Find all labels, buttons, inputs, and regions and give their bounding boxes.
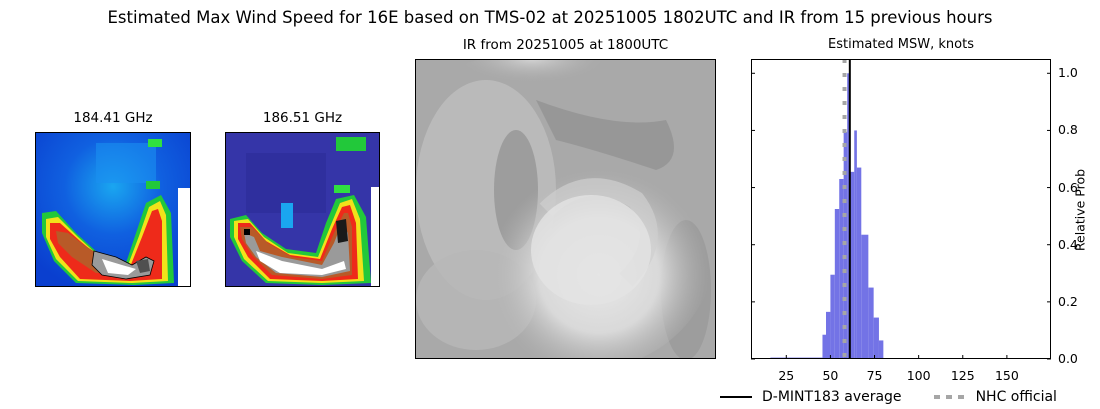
microwave-image-184-icon <box>36 133 190 286</box>
x-tick-label: 100 <box>906 368 931 383</box>
legend-solid-line-icon <box>720 396 752 398</box>
plot-background <box>751 59 1051 359</box>
ir-title: IR from 20251005 at 1800UTC <box>462 37 669 53</box>
y-tick-label: 0.8 <box>1058 122 1078 138</box>
histogram-title: Estimated MSW, knots <box>828 37 974 52</box>
mw1-title: 184.41 GHz <box>73 110 153 126</box>
histogram-bar <box>839 179 844 359</box>
figure-title: Estimated Max Wind Speed for 16E based o… <box>107 8 993 27</box>
legend-dotted-line-icon <box>933 395 966 399</box>
legend: D-MINT183 average NHC official <box>720 387 1057 407</box>
y-axis-label: Relative Prob <box>1072 168 1088 252</box>
plot-frame <box>751 59 1051 359</box>
histogram-bar <box>834 209 840 359</box>
x-tick-label: 25 <box>778 368 795 383</box>
y-tick-label: 0.0 <box>1058 351 1078 366</box>
histogram-bar <box>873 317 879 359</box>
histogram-bar <box>849 171 855 359</box>
histogram-bar <box>861 234 869 359</box>
histogram-plot <box>751 59 1051 360</box>
x-tick-label: 50 <box>822 368 839 383</box>
infrared-image-panel <box>415 59 716 359</box>
histogram-axes <box>751 59 1051 360</box>
histogram-bar <box>822 334 826 359</box>
x-tick-label: 150 <box>994 368 1019 383</box>
legend-nhc-label: NHC official <box>975 389 1057 405</box>
legend-dmint-label: D-MINT183 average <box>762 389 902 405</box>
histogram-bar <box>854 130 857 359</box>
infrared-satellite-image-icon <box>416 60 715 358</box>
x-tick-label: 75 <box>866 368 883 383</box>
histogram-bar <box>878 340 884 359</box>
microwave-image-186-icon <box>226 133 379 286</box>
histogram-bar <box>856 167 862 359</box>
histogram-bar <box>847 73 850 360</box>
x-tick-label: 125 <box>950 368 975 383</box>
histogram-bar <box>843 131 848 359</box>
histogram-bar <box>826 311 831 359</box>
histogram-bar <box>830 274 835 359</box>
microwave-image-184-panel <box>35 132 191 287</box>
microwave-image-186-panel <box>225 132 380 287</box>
y-tick-label: 1.0 <box>1058 65 1078 81</box>
y-tick-label: 0.6 <box>1058 179 1078 195</box>
histogram-bar <box>868 287 874 359</box>
y-tick-label: 0.2 <box>1058 293 1078 309</box>
y-tick-label: 0.4 <box>1058 236 1078 252</box>
mw2-title: 186.51 GHz <box>262 110 343 126</box>
